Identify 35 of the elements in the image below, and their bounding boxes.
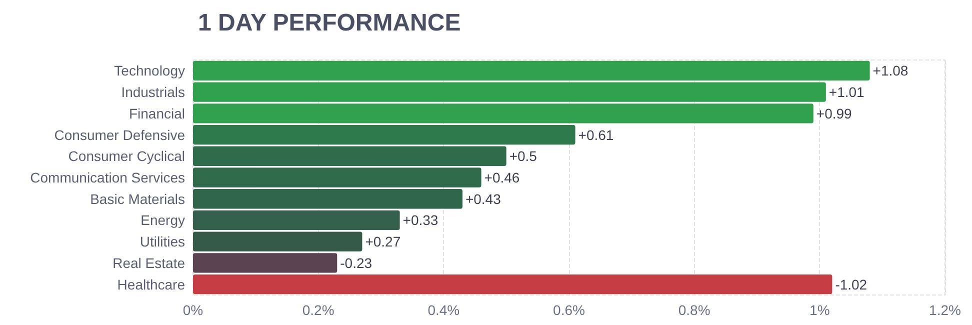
x-tick-label: 0% [182,302,204,318]
data-label: +0.61 [578,126,614,143]
bar [193,210,400,230]
bar [193,274,832,294]
x-tick-label: 1% [810,302,830,318]
x-tick-label: 0.8% [678,302,710,318]
data-label: +1.01 [828,84,865,100]
x-tick-label: 0.4% [428,302,460,318]
y-tick-label: Real Estate [112,254,186,271]
bar [193,253,338,273]
data-label: +0.27 [365,234,401,250]
y-tick-label: Communication Services [30,170,185,186]
y-tick-label: Healthcare [117,276,186,292]
x-tick-label: 0.6% [553,302,585,318]
bar [193,124,576,145]
y-tick-label: Consumer Defensive [54,126,186,143]
x-tick-label: 1.2% [929,302,961,318]
bar [193,232,362,252]
chart-title: 1 DAY PERFORMANCE [198,10,461,36]
data-label: +0.5 [509,148,538,164]
data-label: -0.23 [340,254,372,271]
y-tick-label: Basic Materials [90,190,185,207]
y-tick-label: Utilities [140,234,185,250]
y-tick-label: Financial [128,105,185,122]
y-tick-label: Consumer Cyclical [68,148,185,164]
data-label: +0.99 [816,105,852,122]
data-label: +0.46 [484,170,520,186]
x-tick-label: 0.2% [302,302,334,318]
data-label: +1.08 [872,62,908,79]
y-tick-label: Energy [140,212,185,228]
data-label: -1.02 [835,276,868,292]
y-tick-label: Industrials [121,84,185,100]
data-label: +0.43 [465,190,502,207]
data-label: +0.33 [402,212,438,228]
y-tick-label: Technology [114,62,185,79]
